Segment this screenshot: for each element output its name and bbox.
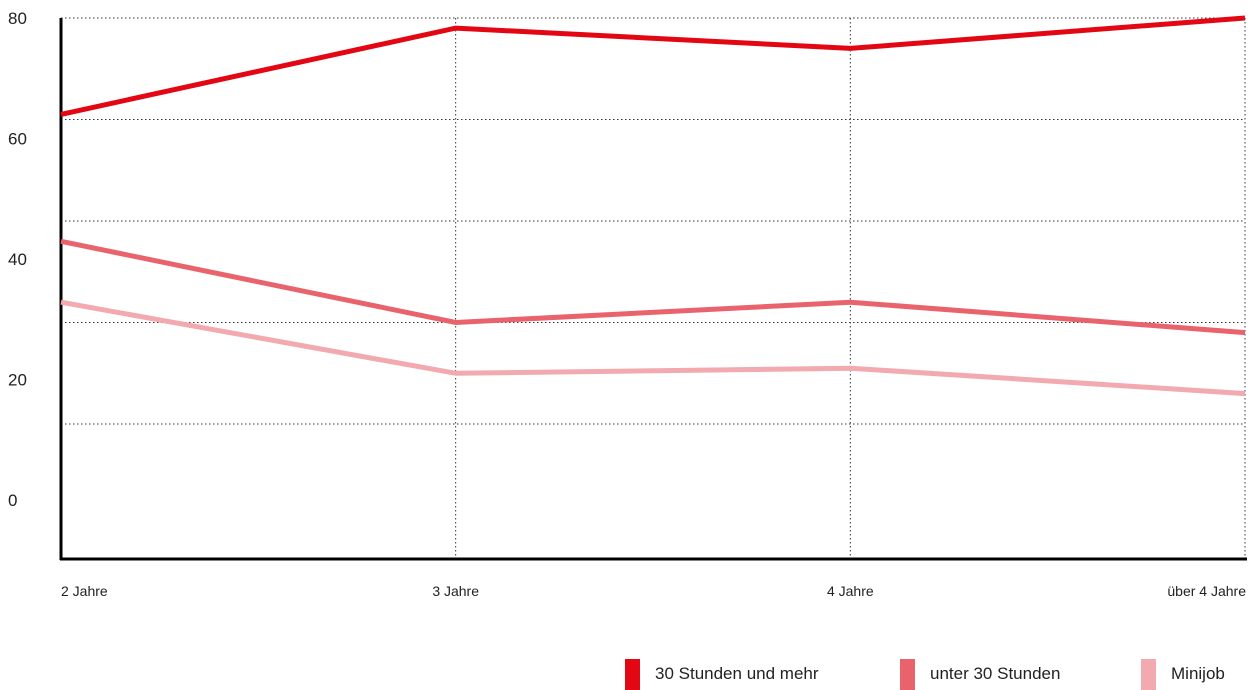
x-tick-label: 3 Jahre [432, 583, 479, 599]
series-line [60, 15, 1246, 117]
series-line [60, 238, 1246, 336]
series-lines [60, 15, 1246, 397]
x-tick-label: 4 Jahre [827, 583, 874, 599]
legend-item: Minijob [1141, 658, 1225, 690]
legend-item: unter 30 Stunden [900, 658, 1060, 690]
grid-lines [61, 17, 1246, 559]
y-tick-label: 80 [8, 9, 27, 28]
legend-swatch [900, 658, 915, 690]
y-tick-label: 40 [8, 250, 27, 269]
legend-label: unter 30 Stunden [930, 664, 1061, 683]
legend-item: 30 Stunden und mehr [625, 658, 819, 690]
x-axis-ticks: 2 Jahre 3 Jahre 4 Jahre über 4 Jahre [61, 583, 1246, 599]
x-tick-label: über 4 Jahre [1167, 583, 1246, 599]
y-tick-label: 0 [8, 491, 17, 510]
y-axis-ticks: 80 60 40 20 0 [8, 9, 27, 510]
legend-swatch [1141, 658, 1156, 690]
series-line [60, 299, 1246, 397]
axes [59, 18, 1247, 561]
legend-label: Minijob [1171, 664, 1225, 683]
x-tick-label: 2 Jahre [61, 583, 108, 599]
legend-swatch [625, 658, 640, 690]
y-tick-label: 20 [8, 371, 27, 390]
y-tick-label: 60 [8, 130, 27, 149]
legend-label: 30 Stunden und mehr [655, 664, 819, 683]
